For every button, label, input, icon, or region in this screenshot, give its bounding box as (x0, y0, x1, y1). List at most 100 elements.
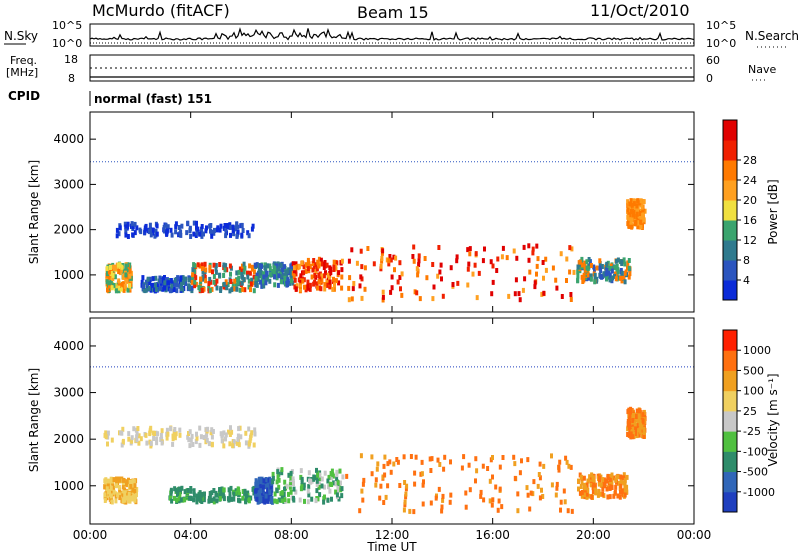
velocity-cell (592, 475, 595, 481)
colorbar-tick-label: 8 (743, 254, 750, 267)
nsky-label: N.Sky (4, 29, 38, 43)
velocity-cell (123, 487, 127, 493)
velocity-cell (285, 483, 289, 489)
velocity-cell (131, 478, 135, 484)
velocity-cell (585, 491, 589, 497)
power-cell (298, 286, 302, 292)
power-cell (626, 207, 630, 213)
velocity-cell (540, 487, 543, 493)
velocity-cell (277, 497, 281, 503)
power-cell (212, 274, 216, 279)
velocity-cell (402, 454, 406, 460)
power-cell (299, 273, 303, 279)
power-cell (417, 253, 421, 259)
power-cell (126, 224, 129, 230)
velocity-cell (131, 487, 135, 493)
velocity-cell (629, 406, 633, 412)
power-cell (255, 262, 259, 268)
velocity-cell (249, 495, 253, 501)
power-cell (243, 287, 247, 293)
nsky-series (89, 27, 695, 41)
power-cell (116, 262, 120, 268)
power-cell (535, 271, 538, 277)
velocity-cell (202, 435, 206, 440)
power-cell (350, 247, 354, 253)
velocity-cell (474, 456, 478, 462)
power-cell (191, 267, 195, 273)
power-cell (595, 265, 599, 271)
power-cell (214, 263, 218, 268)
colorbar-swatch (723, 491, 737, 513)
velocity-cell (219, 490, 223, 496)
velocity-cell (192, 492, 196, 498)
velocity-cell (339, 480, 342, 486)
power-cell (436, 273, 440, 279)
velocity-cell (413, 481, 417, 487)
power-cell (124, 263, 128, 269)
velocity-cell (608, 485, 612, 491)
power-cell (255, 272, 259, 278)
power-cell (337, 280, 341, 286)
power-cell (312, 258, 316, 263)
velocity-cell (121, 484, 125, 490)
power-cell (299, 277, 303, 283)
velocity-cell (358, 508, 362, 514)
power-cell (319, 273, 323, 279)
velocity-cell (579, 484, 583, 489)
velocity-cell (173, 486, 177, 492)
power-cell (536, 256, 540, 262)
velocity-cell (200, 491, 204, 497)
power-cell (521, 287, 525, 293)
power-cell (366, 246, 370, 251)
velocity-cell (580, 490, 584, 495)
velocity-cell (334, 489, 338, 495)
velocity-cell (384, 494, 388, 500)
power-cell (128, 283, 132, 289)
power-cell (240, 267, 244, 273)
velocity-cell (261, 484, 265, 490)
velocity-cell (133, 483, 137, 489)
power-cell (209, 279, 213, 285)
velocity-cell (239, 434, 243, 440)
power-cell (118, 283, 121, 288)
x-tick-label: 12:00 (375, 528, 410, 542)
velocity-cell (608, 494, 612, 500)
power-cell (242, 261, 246, 267)
velocity-cell (582, 492, 586, 498)
velocity-cell (247, 426, 251, 432)
power-cell (505, 255, 509, 261)
velocity-cell (137, 440, 141, 446)
power-cell (203, 261, 207, 267)
power-cell (238, 266, 242, 272)
power-cell (623, 279, 627, 285)
velocity-cell (123, 497, 127, 503)
power-cell (123, 221, 127, 227)
power-cell (111, 272, 115, 278)
velocity-cell (189, 437, 193, 443)
power-cell (250, 277, 254, 283)
power-cell (218, 227, 222, 233)
power-cell (128, 268, 132, 274)
velocity-cell (159, 432, 163, 438)
power-cell (400, 271, 404, 277)
colorbar-tick-label: 500 (743, 364, 764, 377)
power-cell (507, 293, 511, 299)
x-axis-label: Time UT (366, 540, 417, 554)
velocity-cell (632, 431, 636, 437)
velocity-cell (215, 498, 219, 504)
velocity-cell (464, 504, 468, 510)
velocity-cell (479, 489, 483, 495)
velocity-cell (632, 413, 635, 418)
colorbar-tick-label: 100 (743, 385, 764, 398)
power-cell (385, 257, 389, 263)
velocity-cell (258, 490, 261, 496)
power-cell (188, 227, 192, 233)
velocity-cell (253, 427, 257, 433)
velocity-cell (374, 482, 378, 488)
velocity-cell (247, 497, 251, 503)
velocity-cell (330, 496, 333, 502)
power-cell (209, 228, 212, 234)
velocity-cell (619, 489, 622, 495)
velocity-cell (250, 430, 254, 436)
velocity-cell (107, 489, 110, 495)
